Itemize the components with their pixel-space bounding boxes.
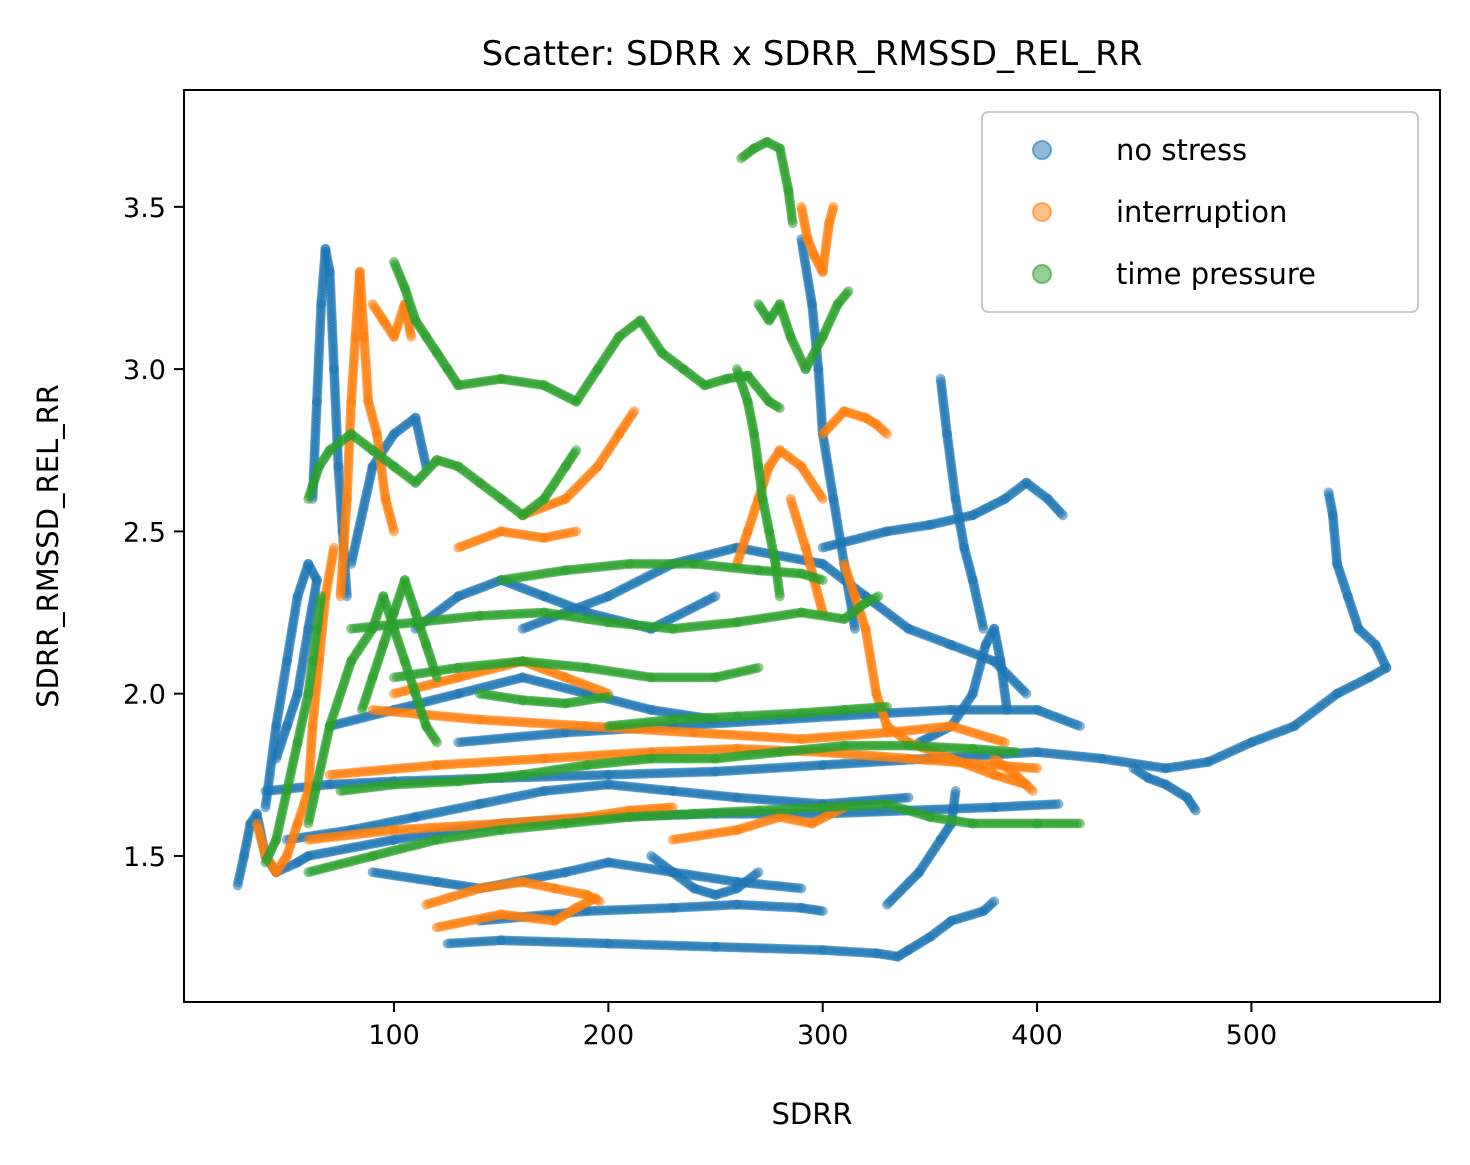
scatter-point <box>882 429 892 439</box>
scatter-point <box>590 893 601 904</box>
scatter-point <box>1057 510 1068 521</box>
scatter-point <box>817 493 828 504</box>
scatter-point <box>753 867 764 878</box>
scatter-point <box>1190 805 1201 816</box>
scatter-point <box>389 526 399 537</box>
scatter-point <box>796 883 807 894</box>
scatter-point <box>1002 704 1012 715</box>
scatter-point <box>849 623 860 634</box>
scatter-point <box>903 792 914 803</box>
scatter-point <box>329 542 339 553</box>
scatter-point <box>989 896 1000 907</box>
scatter-point <box>950 786 961 796</box>
scatter-point <box>271 753 282 764</box>
scatter-point <box>710 591 721 602</box>
scatter-point <box>978 623 989 634</box>
scatter-point <box>1027 786 1038 796</box>
scatter-point <box>571 526 582 537</box>
scatter-point <box>817 906 828 917</box>
points-layer <box>232 136 1392 962</box>
scatter-point <box>1074 721 1085 732</box>
scatter-point <box>828 201 839 212</box>
scatter-point <box>1053 799 1064 809</box>
scatter-point <box>1021 688 1032 699</box>
scatter-point <box>629 406 640 417</box>
scatter-point <box>1323 487 1334 498</box>
scatter-point <box>406 331 417 342</box>
scatter-point <box>999 737 1010 748</box>
scatter-point <box>1032 763 1043 774</box>
